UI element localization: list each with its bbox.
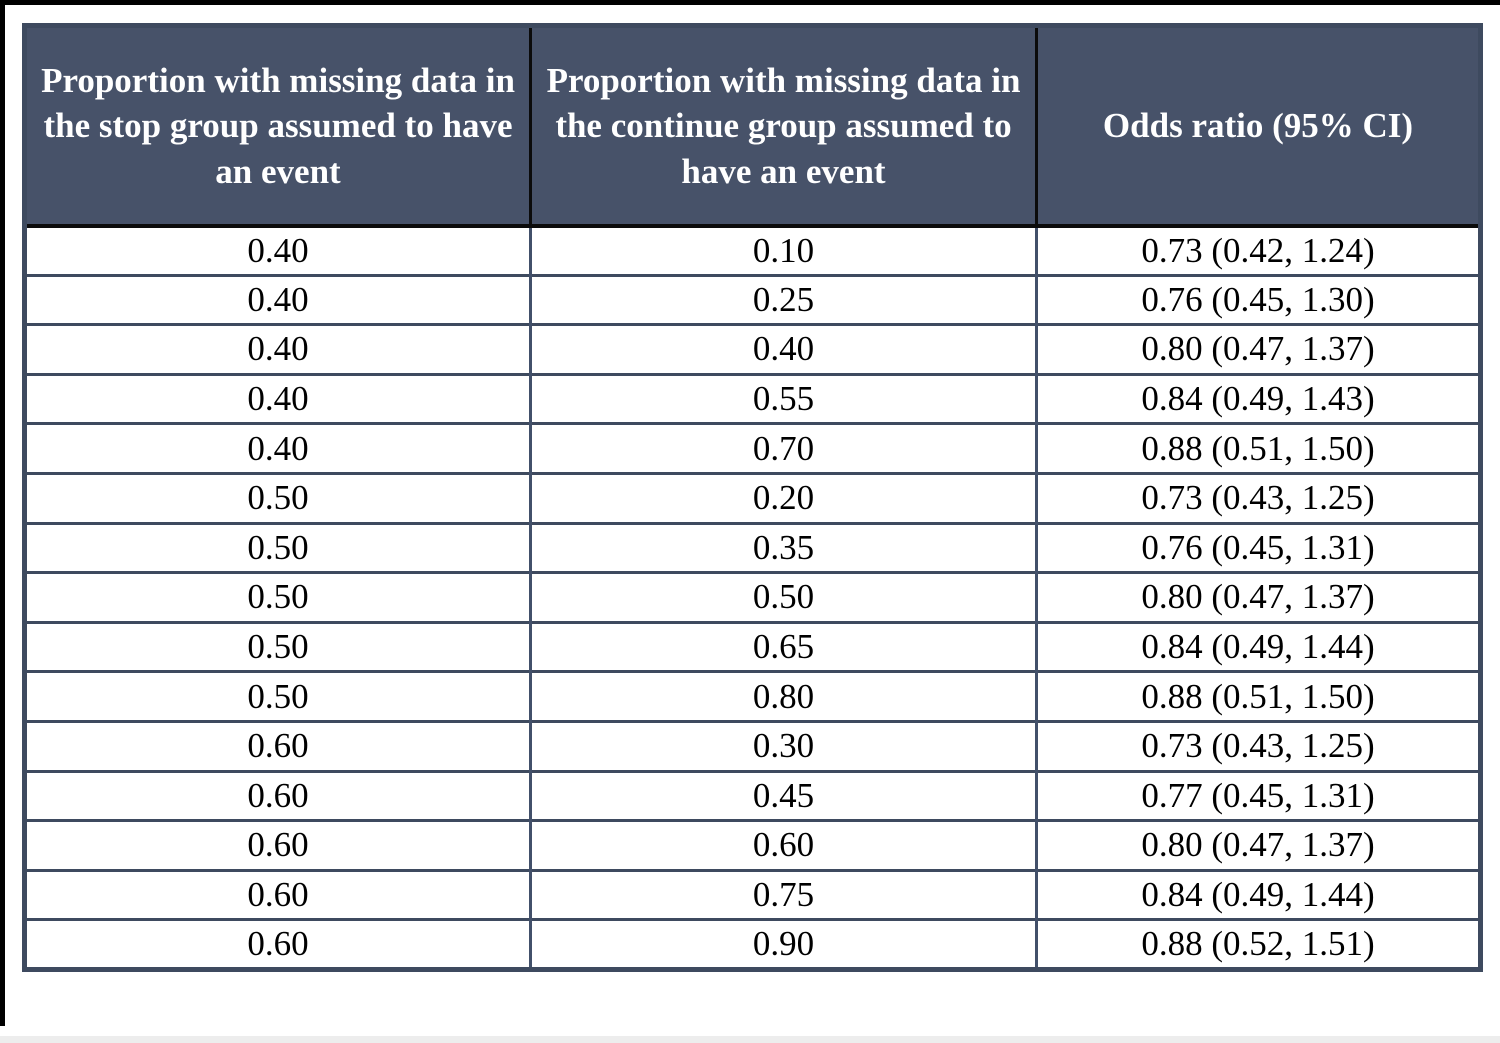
table-row: 0.40 0.70 0.88 (0.51, 1.50)	[24, 422, 1481, 474]
cell-odds-ratio: 0.84 (0.49, 1.43)	[1035, 372, 1481, 424]
cell-continue-group-proportion: 0.35	[529, 521, 1037, 573]
cell-stop-group-proportion: 0.50	[24, 571, 531, 623]
cell-continue-group-proportion: 0.10	[529, 225, 1037, 276]
cell-odds-ratio: 0.80 (0.47, 1.37)	[1035, 323, 1481, 375]
cell-continue-group-proportion: 0.55	[529, 372, 1037, 424]
table-row: 0.50 0.80 0.88 (0.51, 1.50)	[24, 670, 1481, 722]
cell-continue-group-proportion: 0.65	[529, 620, 1037, 672]
cell-continue-group-proportion: 0.70	[529, 422, 1037, 474]
cell-stop-group-proportion: 0.50	[24, 521, 531, 573]
cell-odds-ratio: 0.88 (0.51, 1.50)	[1035, 422, 1481, 474]
cell-odds-ratio: 0.88 (0.52, 1.51)	[1035, 918, 1481, 970]
cell-stop-group-proportion: 0.50	[24, 620, 531, 672]
cell-stop-group-proportion: 0.40	[24, 372, 531, 424]
cell-stop-group-proportion: 0.50	[24, 471, 531, 524]
cell-continue-group-proportion: 0.75	[529, 868, 1037, 920]
cell-odds-ratio: 0.84 (0.49, 1.44)	[1035, 620, 1481, 672]
cell-odds-ratio: 0.73 (0.43, 1.25)	[1035, 719, 1481, 772]
table-row: 0.50 0.65 0.84 (0.49, 1.44)	[24, 620, 1481, 672]
odds-ratio-table: Proportion with missing data in the stop…	[22, 23, 1483, 972]
cell-continue-group-proportion: 0.60	[529, 819, 1037, 871]
cell-continue-group-proportion: 0.45	[529, 769, 1037, 821]
cell-continue-group-proportion: 0.20	[529, 471, 1037, 524]
table-row: 0.60 0.60 0.80 (0.47, 1.37)	[24, 819, 1481, 871]
table-row: 0.60 0.30 0.73 (0.43, 1.25)	[24, 719, 1481, 772]
cell-stop-group-proportion: 0.60	[24, 918, 531, 970]
table-row: 0.40 0.40 0.80 (0.47, 1.37)	[24, 323, 1481, 375]
table-row: 0.50 0.35 0.76 (0.45, 1.31)	[24, 521, 1481, 573]
table-row: 0.60 0.45 0.77 (0.45, 1.31)	[24, 769, 1481, 821]
results-table-container: Proportion with missing data in the stop…	[22, 23, 1483, 972]
column-header-odds-ratio: Odds ratio (95% CI)	[1035, 25, 1481, 228]
cell-stop-group-proportion: 0.60	[24, 769, 531, 821]
cell-stop-group-proportion: 0.40	[24, 422, 531, 474]
cell-odds-ratio: 0.80 (0.47, 1.37)	[1035, 571, 1481, 623]
column-header-continue-group: Proportion with missing data in the cont…	[529, 25, 1037, 228]
table-row: 0.50 0.50 0.80 (0.47, 1.37)	[24, 571, 1481, 623]
cell-odds-ratio: 0.88 (0.51, 1.50)	[1035, 670, 1481, 722]
table-row: 0.60 0.90 0.88 (0.52, 1.51)	[24, 918, 1481, 970]
cell-stop-group-proportion: 0.40	[24, 225, 531, 276]
table-row: 0.60 0.75 0.84 (0.49, 1.44)	[24, 868, 1481, 920]
cell-odds-ratio: 0.84 (0.49, 1.44)	[1035, 868, 1481, 920]
cell-stop-group-proportion: 0.40	[24, 323, 531, 375]
cell-stop-group-proportion: 0.60	[24, 868, 531, 920]
cell-odds-ratio: 0.76 (0.45, 1.31)	[1035, 521, 1481, 573]
table-row: 0.50 0.20 0.73 (0.43, 1.25)	[24, 471, 1481, 524]
image-frame-left	[0, 0, 5, 1026]
cell-odds-ratio: 0.80 (0.47, 1.37)	[1035, 819, 1481, 871]
table-row: 0.40 0.55 0.84 (0.49, 1.43)	[24, 372, 1481, 424]
cell-odds-ratio: 0.73 (0.43, 1.25)	[1035, 471, 1481, 524]
cell-continue-group-proportion: 0.90	[529, 918, 1037, 970]
column-header-stop-group: Proportion with missing data in the stop…	[24, 25, 531, 228]
cell-odds-ratio: 0.76 (0.45, 1.30)	[1035, 273, 1481, 325]
cell-continue-group-proportion: 0.50	[529, 571, 1037, 623]
table-row: 0.40 0.25 0.76 (0.45, 1.30)	[24, 273, 1481, 325]
cell-stop-group-proportion: 0.50	[24, 670, 531, 722]
cell-continue-group-proportion: 0.25	[529, 273, 1037, 325]
image-frame-bottom-strip	[0, 1036, 1500, 1043]
cell-stop-group-proportion: 0.60	[24, 819, 531, 871]
image-frame-top	[0, 0, 1500, 5]
cell-continue-group-proportion: 0.80	[529, 670, 1037, 722]
cell-continue-group-proportion: 0.40	[529, 323, 1037, 375]
table-body: 0.40 0.10 0.73 (0.42, 1.24) 0.40 0.25 0.76 (0…	[24, 225, 1481, 970]
cell-odds-ratio: 0.73 (0.42, 1.24)	[1035, 225, 1481, 276]
header-row: Proportion with missing data in the stop…	[24, 25, 1481, 228]
cell-odds-ratio: 0.77 (0.45, 1.31)	[1035, 769, 1481, 821]
table-row: 0.40 0.10 0.73 (0.42, 1.24)	[24, 225, 1481, 276]
cell-stop-group-proportion: 0.40	[24, 273, 531, 325]
cell-continue-group-proportion: 0.30	[529, 719, 1037, 772]
table-header: Proportion with missing data in the stop…	[24, 25, 1481, 228]
cell-stop-group-proportion: 0.60	[24, 719, 531, 772]
